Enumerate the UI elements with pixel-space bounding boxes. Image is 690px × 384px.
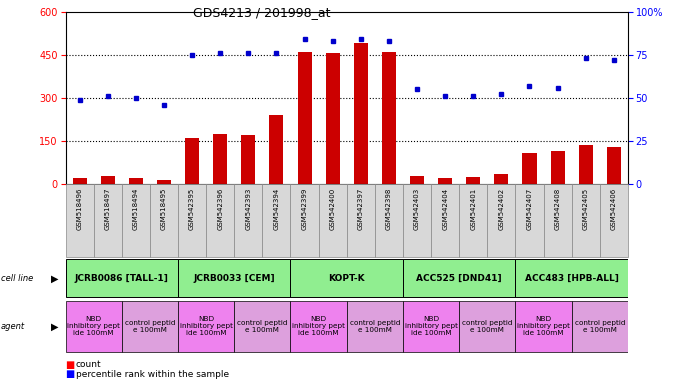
Text: GSM542393: GSM542393 <box>246 188 251 230</box>
Bar <box>94 184 122 257</box>
Bar <box>269 115 284 184</box>
Text: GSM542397: GSM542397 <box>358 188 364 230</box>
Text: cell line: cell line <box>1 274 33 283</box>
Text: count: count <box>76 360 101 369</box>
Bar <box>572 301 628 352</box>
Bar <box>121 301 178 352</box>
Bar <box>466 177 480 184</box>
Bar <box>487 184 515 257</box>
Bar <box>157 180 171 184</box>
Text: GSM542405: GSM542405 <box>583 188 589 230</box>
Bar <box>431 184 460 257</box>
Text: GSM542401: GSM542401 <box>471 188 476 230</box>
Text: NBD
inhibitory pept
ide 100mM: NBD inhibitory pept ide 100mM <box>517 316 570 336</box>
Text: GSM542407: GSM542407 <box>526 188 533 230</box>
Bar <box>403 260 515 297</box>
Text: ▶: ▶ <box>51 273 59 283</box>
Bar <box>544 184 571 257</box>
Text: NBD
inhibitory pept
ide 100mM: NBD inhibitory pept ide 100mM <box>292 316 345 336</box>
Text: NBD
inhibitory pept
ide 100mM: NBD inhibitory pept ide 100mM <box>179 316 233 336</box>
Bar <box>235 184 262 257</box>
Text: control peptid
e 100mM: control peptid e 100mM <box>575 320 625 333</box>
Text: control peptid
e 100mM: control peptid e 100mM <box>462 320 513 333</box>
Bar <box>347 301 403 352</box>
Bar <box>375 184 403 257</box>
Bar <box>178 260 290 297</box>
Bar <box>494 174 509 184</box>
Bar <box>382 52 396 184</box>
Text: GSM518495: GSM518495 <box>161 188 167 230</box>
Text: GSM542395: GSM542395 <box>189 188 195 230</box>
Bar <box>515 301 572 352</box>
Bar <box>319 184 347 257</box>
Bar <box>403 301 460 352</box>
Bar <box>354 43 368 184</box>
Bar <box>262 184 290 257</box>
Bar <box>213 134 227 184</box>
Text: GSM542408: GSM542408 <box>555 188 560 230</box>
Text: GSM542406: GSM542406 <box>611 188 617 230</box>
Bar <box>326 53 339 184</box>
Bar <box>403 184 431 257</box>
Text: GSM542404: GSM542404 <box>442 188 448 230</box>
Text: agent: agent <box>1 322 25 331</box>
Bar <box>150 184 178 257</box>
Text: control peptid
e 100mM: control peptid e 100mM <box>125 320 175 333</box>
Bar <box>290 301 347 352</box>
Bar <box>607 147 621 184</box>
Bar <box>515 184 544 257</box>
Text: GSM542398: GSM542398 <box>386 188 392 230</box>
Bar <box>241 136 255 184</box>
Text: JCRB0086 [TALL-1]: JCRB0086 [TALL-1] <box>75 274 169 283</box>
Text: GSM518496: GSM518496 <box>77 188 83 230</box>
Text: ▶: ▶ <box>51 321 59 331</box>
Text: NBD
inhibitory pept
ide 100mM: NBD inhibitory pept ide 100mM <box>404 316 457 336</box>
Text: GSM542403: GSM542403 <box>414 188 420 230</box>
Text: GSM518494: GSM518494 <box>133 188 139 230</box>
Text: GDS4213 / 201998_at: GDS4213 / 201998_at <box>193 6 331 19</box>
Text: GSM542394: GSM542394 <box>273 188 279 230</box>
Bar <box>235 301 290 352</box>
Text: GSM542396: GSM542396 <box>217 188 223 230</box>
Text: GSM542399: GSM542399 <box>302 188 308 230</box>
Bar <box>185 138 199 184</box>
Bar <box>297 52 312 184</box>
Bar <box>66 184 94 257</box>
Bar <box>129 178 143 184</box>
Bar <box>101 176 115 184</box>
Text: JCRB0033 [CEM]: JCRB0033 [CEM] <box>193 274 275 283</box>
Bar <box>515 260 628 297</box>
Bar <box>290 184 319 257</box>
Text: ACC483 [HPB-ALL]: ACC483 [HPB-ALL] <box>524 274 619 283</box>
Bar <box>551 151 564 184</box>
Text: ■: ■ <box>66 360 75 370</box>
Bar <box>438 178 452 184</box>
Bar <box>72 178 87 184</box>
Text: ACC525 [DND41]: ACC525 [DND41] <box>416 274 502 283</box>
Bar <box>178 184 206 257</box>
Bar <box>522 152 537 184</box>
Text: KOPT-K: KOPT-K <box>328 274 365 283</box>
Text: GSM542400: GSM542400 <box>330 188 335 230</box>
Text: control peptid
e 100mM: control peptid e 100mM <box>237 320 288 333</box>
Bar <box>579 146 593 184</box>
Bar <box>66 260 178 297</box>
Bar <box>290 260 403 297</box>
Bar <box>572 184 600 257</box>
Bar <box>66 301 121 352</box>
Bar <box>206 184 235 257</box>
Bar <box>460 184 487 257</box>
Text: NBD
inhibitory pept
ide 100mM: NBD inhibitory pept ide 100mM <box>67 316 120 336</box>
Text: GSM518497: GSM518497 <box>105 188 110 230</box>
Bar <box>121 184 150 257</box>
Bar <box>178 301 235 352</box>
Bar <box>347 184 375 257</box>
Bar <box>460 301 515 352</box>
Text: control peptid
e 100mM: control peptid e 100mM <box>350 320 400 333</box>
Text: ■: ■ <box>66 369 75 379</box>
Bar <box>600 184 628 257</box>
Bar <box>410 176 424 184</box>
Text: GSM542402: GSM542402 <box>498 188 504 230</box>
Text: percentile rank within the sample: percentile rank within the sample <box>76 370 229 379</box>
